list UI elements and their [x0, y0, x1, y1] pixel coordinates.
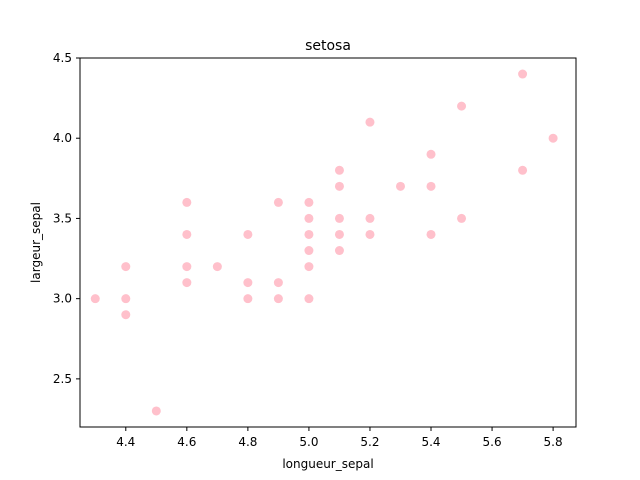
scatter-point: [182, 262, 192, 272]
x-tick-label: 4.6: [177, 435, 196, 449]
scatter-point: [334, 165, 344, 175]
points-layer: [90, 69, 558, 416]
scatter-point: [365, 229, 375, 239]
scatter-point: [304, 197, 314, 207]
scatter-point: [273, 278, 283, 288]
scatter-point: [212, 262, 222, 272]
x-tick-label: 4.4: [116, 435, 135, 449]
scatter-point: [518, 165, 528, 175]
scatter-point: [457, 101, 467, 111]
y-tick-label: 4.5: [53, 51, 72, 65]
scatter-point: [151, 406, 161, 416]
scatter-point: [121, 294, 131, 304]
y-tick-label: 2.5: [53, 372, 72, 386]
scatter-point: [426, 149, 436, 159]
scatter-point: [243, 229, 253, 239]
scatter-point: [182, 278, 192, 288]
chart-title: setosa: [305, 38, 351, 54]
scatter-point: [457, 213, 467, 223]
y-tick-label: 3.5: [53, 211, 72, 225]
scatter-point: [90, 294, 100, 304]
x-tick-label: 5.4: [421, 435, 440, 449]
scatter-point: [426, 181, 436, 191]
x-axis-ticks: 4.4 4.6 4.8 5.0 5.2 5.4 5.6 5.8: [116, 427, 563, 449]
y-axis-ticks: 2.5 3.0 3.5 4.0 4.5: [53, 51, 80, 386]
scatter-point: [548, 133, 558, 143]
scatter-point: [304, 246, 314, 256]
scatter-point: [304, 229, 314, 239]
scatter-point: [334, 229, 344, 239]
scatter-point: [365, 117, 375, 127]
x-axis-label: longueur_sepal: [282, 457, 373, 471]
x-tick-label: 5.0: [299, 435, 318, 449]
scatter-point: [426, 229, 436, 239]
y-tick-label: 3.0: [53, 292, 72, 306]
plot-frame: [79, 57, 577, 428]
scatter-point: [334, 213, 344, 223]
scatter-point: [182, 229, 192, 239]
scatter-point: [182, 197, 192, 207]
x-tick-label: 5.2: [360, 435, 379, 449]
scatter-point: [243, 278, 253, 288]
scatter-point: [518, 69, 528, 79]
scatter-point: [304, 294, 314, 304]
scatter-point: [121, 310, 131, 320]
scatter-point: [334, 181, 344, 191]
x-tick-label: 5.6: [483, 435, 502, 449]
scatter-point: [365, 213, 375, 223]
scatter-point: [395, 181, 405, 191]
y-axis-label: largeur_sepal: [29, 202, 43, 283]
scatter-point: [243, 294, 253, 304]
scatter-point: [304, 213, 314, 223]
scatter-point: [304, 262, 314, 272]
y-tick-label: 4.0: [53, 131, 72, 145]
scatter-point: [273, 197, 283, 207]
scatter-point: [121, 262, 131, 272]
scatter-point: [273, 294, 283, 304]
x-tick-label: 4.8: [238, 435, 257, 449]
x-tick-label: 5.8: [544, 435, 563, 449]
scatter-point: [334, 246, 344, 256]
